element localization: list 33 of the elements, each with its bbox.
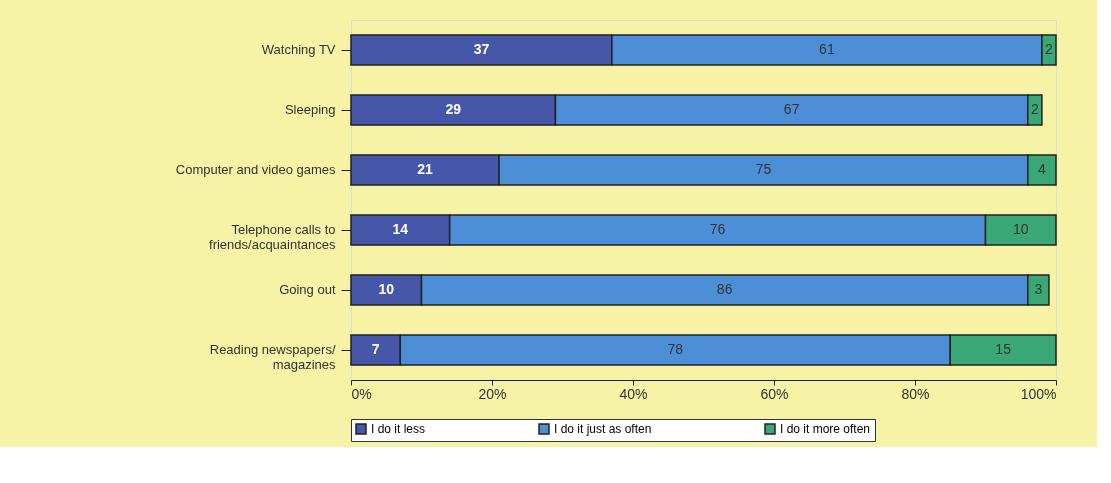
- y-tick-label: Sleeping: [284, 102, 336, 117]
- data-label: 37: [473, 41, 490, 57]
- data-label: 3: [1034, 281, 1043, 297]
- x-tick-label: 20%: [478, 385, 507, 402]
- y-tick-label: Going out: [279, 282, 336, 297]
- data-label: 10: [378, 281, 395, 297]
- data-label: 75: [755, 161, 772, 177]
- data-label: 4: [1038, 161, 1046, 177]
- data-label: 86: [716, 281, 733, 297]
- y-tick-label: Telephone calls to friends/acquaintances: [209, 222, 336, 252]
- x-tick-label: 0%: [351, 385, 372, 402]
- x-tick-label: 60%: [760, 385, 789, 402]
- data-label: 78: [667, 341, 684, 357]
- legend-label: I do it more often: [780, 422, 871, 436]
- data-label: 2: [1030, 101, 1039, 117]
- legend-label: I do it just as often: [554, 422, 652, 436]
- y-tick-label: Reading newspapers/ magazines: [209, 342, 336, 372]
- x-tick-label: 80%: [901, 385, 930, 402]
- legend-label: I do it less: [371, 422, 426, 436]
- data-label: 15: [995, 341, 1012, 357]
- data-label: 61: [819, 41, 835, 57]
- data-label: 10: [1012, 221, 1029, 237]
- data-label: 21: [417, 161, 434, 177]
- data-label: 7: [371, 341, 380, 357]
- data-label: 29: [445, 101, 462, 117]
- data-label: 14: [392, 221, 409, 237]
- data-label: 76: [709, 221, 726, 237]
- y-tick-label: Computer and video games: [175, 162, 336, 177]
- data-label: 67: [783, 101, 800, 117]
- data-label: 2: [1045, 41, 1054, 57]
- x-tick-label: 40%: [619, 385, 648, 402]
- y-tick-label: Watching TV: [261, 42, 336, 57]
- x-tick-label: 100%: [1020, 385, 1057, 402]
